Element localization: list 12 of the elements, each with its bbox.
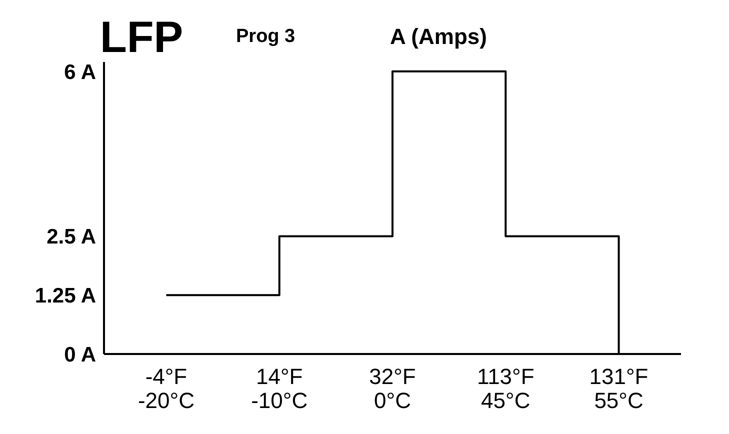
x-tick-label: 131°F 55°C [589,364,648,413]
y-tick-label: 1.25 A [34,284,96,308]
y-axis-title: A (Amps) [390,24,487,50]
x-tick-label: 113°F 45°C [476,364,534,413]
x-tick-label: -4°F -20°C [138,364,195,413]
chart-subtitle: Prog 3 [236,26,296,48]
y-tick-label: 2.5 A [46,226,96,249]
chart-title: LFP [100,13,184,62]
y-tick-label: 6 A [64,60,96,84]
x-tick-label: 32°F 0°C [369,364,416,413]
y-tick-label: 0 A [64,343,96,366]
x-tick-label: 14°F -10°C [251,364,308,413]
